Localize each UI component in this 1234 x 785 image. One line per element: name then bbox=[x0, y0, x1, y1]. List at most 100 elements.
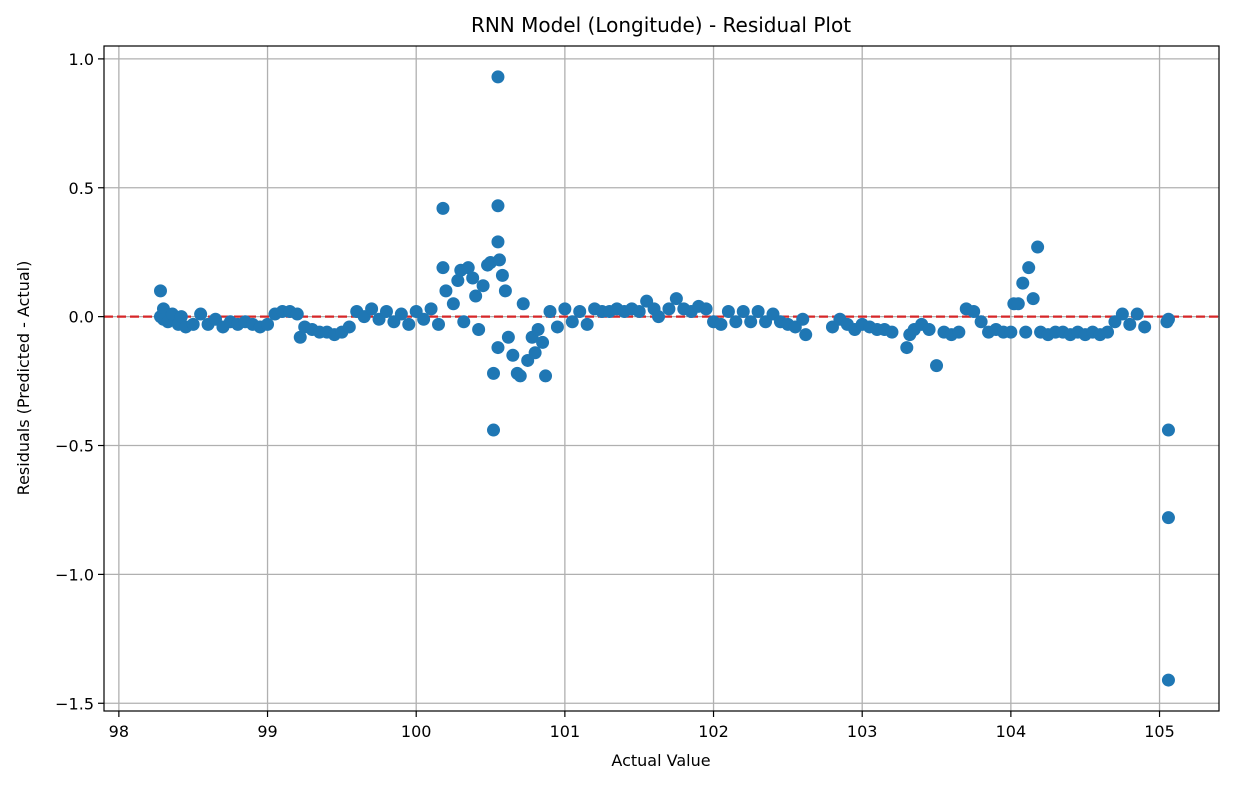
data-point bbox=[491, 199, 505, 213]
data-point bbox=[930, 359, 944, 373]
data-point bbox=[469, 289, 483, 303]
data-point bbox=[721, 304, 735, 318]
data-point bbox=[186, 317, 200, 331]
data-point bbox=[365, 302, 379, 316]
data-point bbox=[1004, 325, 1018, 339]
data-point bbox=[1022, 261, 1036, 275]
data-point bbox=[261, 317, 275, 331]
data-point bbox=[436, 261, 450, 275]
data-point bbox=[153, 284, 167, 298]
data-point bbox=[491, 235, 505, 249]
data-point bbox=[379, 304, 393, 318]
data-point bbox=[543, 304, 557, 318]
data-point bbox=[491, 341, 505, 355]
data-point bbox=[922, 323, 936, 337]
y-tick-label: 1.0 bbox=[69, 50, 94, 69]
data-point bbox=[472, 323, 486, 337]
data-point bbox=[550, 320, 564, 334]
data-point bbox=[513, 369, 527, 383]
data-point bbox=[531, 323, 545, 337]
plot-area-frame bbox=[103, 45, 1220, 712]
data-point bbox=[476, 279, 490, 293]
data-point bbox=[461, 261, 475, 275]
data-point bbox=[293, 330, 307, 344]
data-point bbox=[573, 304, 587, 318]
data-point bbox=[394, 307, 408, 321]
data-point bbox=[528, 346, 542, 360]
data-point bbox=[1115, 307, 1129, 321]
data-point bbox=[1138, 320, 1152, 334]
data-point bbox=[1101, 325, 1114, 339]
y-tick-label: −1.5 bbox=[55, 694, 94, 713]
y-tick-label: 0.0 bbox=[69, 308, 94, 327]
data-point bbox=[439, 284, 453, 298]
data-point bbox=[1016, 276, 1030, 290]
data-point bbox=[885, 325, 899, 339]
data-point bbox=[342, 320, 356, 334]
y-axis-label: Residuals (Predicted - Actual) bbox=[14, 261, 33, 496]
data-point bbox=[736, 304, 750, 318]
x-tick-label: 105 bbox=[1144, 722, 1175, 741]
chart-title: RNN Model (Longitude) - Residual Plot bbox=[471, 13, 851, 37]
data-point bbox=[501, 330, 515, 344]
data-point bbox=[1161, 673, 1175, 687]
data-point bbox=[446, 297, 460, 311]
y-tick-label: −1.0 bbox=[55, 565, 94, 584]
data-point bbox=[1161, 423, 1175, 437]
data-point bbox=[457, 315, 471, 329]
x-axis-label: Actual Value bbox=[611, 751, 710, 770]
x-axis-ticks: 98 99 100 101 102 103 104 105 bbox=[109, 711, 1175, 741]
data-point bbox=[796, 312, 810, 326]
data-point bbox=[652, 310, 666, 324]
data-point bbox=[290, 307, 304, 321]
data-point bbox=[506, 348, 520, 362]
data-point bbox=[751, 304, 765, 318]
data-point bbox=[558, 302, 572, 316]
data-point bbox=[565, 315, 579, 329]
data-point bbox=[451, 274, 465, 288]
data-point bbox=[729, 315, 743, 329]
data-point bbox=[432, 317, 445, 331]
data-point bbox=[194, 307, 208, 321]
data-point bbox=[491, 70, 505, 84]
data-point bbox=[967, 304, 981, 318]
data-point bbox=[662, 302, 676, 316]
x-tick-label: 102 bbox=[698, 722, 729, 741]
data-point bbox=[417, 312, 431, 326]
data-point bbox=[516, 297, 530, 311]
data-point bbox=[699, 302, 713, 316]
x-tick-label: 98 bbox=[109, 722, 129, 741]
y-axis-ticks: 1.0 0.5 0.0 −0.5 −1.0 −1.5 bbox=[55, 50, 104, 713]
scatter-points bbox=[153, 70, 1175, 687]
x-tick-label: 100 bbox=[401, 722, 432, 741]
data-point bbox=[536, 335, 550, 349]
data-point bbox=[466, 271, 480, 285]
x-tick-label: 103 bbox=[847, 722, 878, 741]
data-point bbox=[174, 310, 188, 324]
data-point bbox=[714, 317, 728, 331]
data-point bbox=[1123, 317, 1137, 331]
data-point bbox=[580, 317, 594, 331]
data-point bbox=[1031, 240, 1045, 254]
data-point bbox=[632, 304, 646, 318]
data-point bbox=[402, 317, 416, 331]
data-point bbox=[900, 341, 914, 355]
y-tick-label: 0.5 bbox=[69, 179, 94, 198]
y-tick-label: −0.5 bbox=[55, 437, 94, 456]
data-point bbox=[436, 201, 450, 215]
data-point bbox=[744, 315, 758, 329]
data-point bbox=[487, 366, 501, 380]
data-point bbox=[498, 284, 512, 298]
data-point bbox=[1161, 511, 1175, 525]
data-point bbox=[539, 369, 553, 383]
data-point bbox=[1130, 307, 1144, 321]
data-point bbox=[1019, 325, 1033, 339]
data-point bbox=[1161, 312, 1175, 326]
data-point bbox=[495, 268, 509, 282]
data-point bbox=[492, 253, 506, 267]
data-point bbox=[1026, 292, 1040, 306]
x-tick-label: 101 bbox=[550, 722, 581, 741]
data-point bbox=[1011, 297, 1025, 311]
